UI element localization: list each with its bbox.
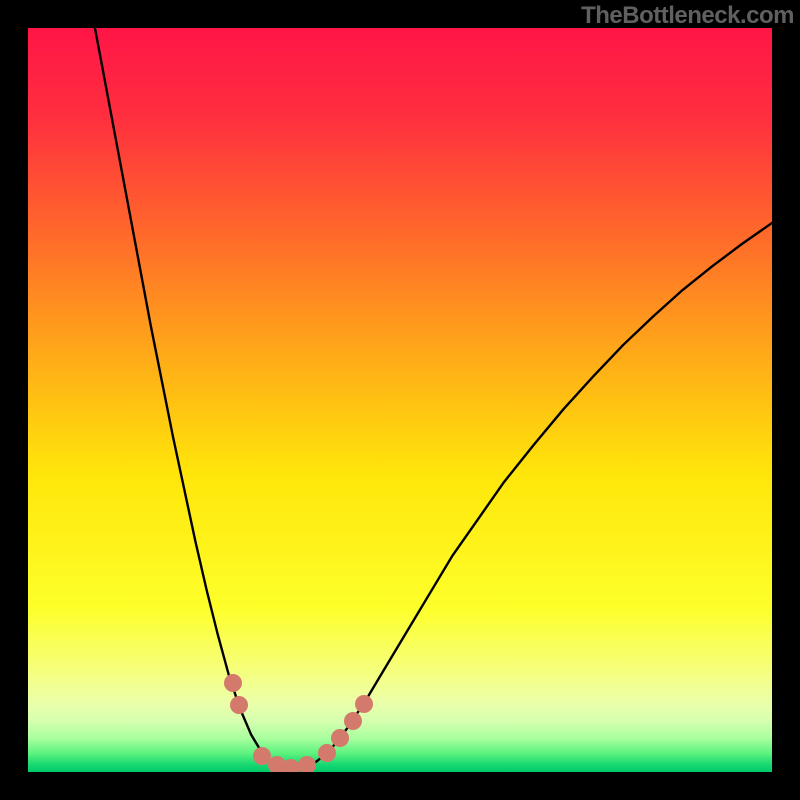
chart-marker: [298, 756, 316, 772]
chart-frame: [28, 28, 772, 772]
chart-marker: [282, 759, 300, 772]
chart-marker: [344, 712, 362, 730]
chart-marker: [331, 729, 349, 747]
chart-marker-layer: [28, 28, 772, 772]
chart-marker: [224, 674, 242, 692]
chart-marker: [318, 744, 336, 762]
chart-marker: [355, 695, 373, 713]
watermark-text: TheBottleneck.com: [581, 2, 794, 30]
chart-marker: [230, 696, 248, 714]
